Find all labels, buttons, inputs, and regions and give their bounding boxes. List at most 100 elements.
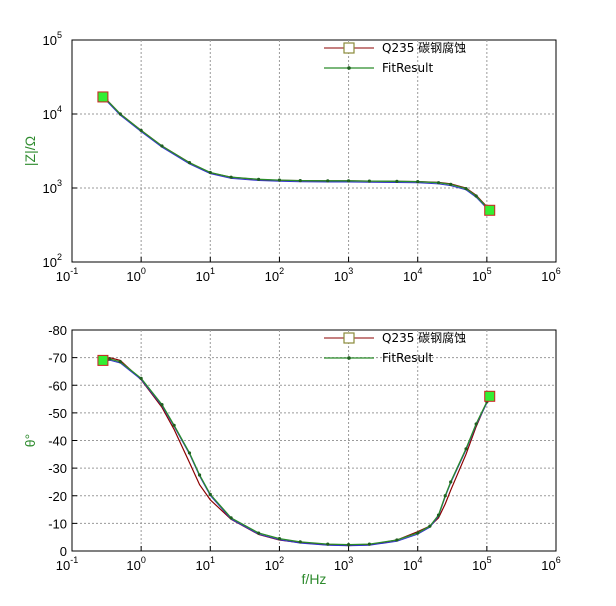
x-tick-exponent: 0 [141,266,146,276]
plot-area [71,39,557,263]
y-tick-label: -10 [48,516,67,531]
fit-data-point [229,516,233,520]
y-tick-base: 10 [43,107,57,122]
fit-data-point [449,182,453,186]
x-tick-label: 100 [126,266,145,284]
x-tick-base: 10 [403,558,417,573]
x-tick-exponent: 5 [487,266,492,276]
x-tick-label: 105 [472,266,491,284]
x-tick-label: 102 [265,266,284,284]
legend-measured-marker [343,332,355,344]
fit-data-point [367,542,371,546]
x-tick-label: 100 [126,555,145,573]
legend-measured-label: Q235 碳钢腐蚀 [382,40,466,55]
fit-data-point [346,543,351,547]
y-tick-label: 102 [43,252,62,270]
x-tick-base: 10 [403,269,417,284]
x-tick-base: 10 [472,269,486,284]
measured-endpoint-marker [97,354,109,366]
x-tick-label: 10-1 [56,266,78,284]
x-tick-base: 10 [126,558,140,573]
x-tick-exponent: 3 [348,555,353,565]
y-tick-label: 103 [43,178,62,196]
x-tick-label: 106 [541,266,560,284]
x-tick-exponent: 5 [487,555,492,565]
fit-data-point [118,112,122,116]
measured-endpoint-marker [97,91,109,103]
x-tick-label: 106 [541,555,560,573]
fit-data-point [416,531,420,535]
x-tick-label: 103 [334,555,353,573]
x-tick-base: 10 [541,558,555,573]
x-tick-base: 10 [265,269,279,284]
fit-data-point [277,178,282,182]
x-tick-label: 103 [334,266,353,284]
y-tick-label: -50 [48,406,67,421]
x-tick-exponent: 2 [279,555,284,565]
x-tick-label: 102 [265,555,284,573]
impedance-magnitude-panel: 10-1 100 101 102 103 104 105 106102103104105|Z|… [22,30,561,284]
y-tick-base: 10 [43,255,57,270]
fit-data-point [474,194,478,198]
x-tick-base: 10 [334,269,348,284]
x-tick-exponent: 2 [279,266,284,276]
fit-data-point [229,175,233,179]
fit-series-line [102,96,491,211]
fit-data-point [449,480,453,484]
x-tick-exponent: 6 [556,555,561,565]
x-tick-exponent: 3 [348,266,353,276]
fit-data-point [108,357,112,361]
fit-data-point [367,179,371,183]
x-tick-exponent: -1 [70,266,78,276]
x-tick-label: 104 [403,266,422,284]
fit-data-point [416,180,420,184]
y-tick-base: 10 [43,33,57,48]
phase-angle-panel: 10-1 100 101 102 103 104 105 1060-10-20-30-40-5… [22,323,561,587]
y-tick-label: 0 [60,544,67,559]
x-tick-base: 10 [265,558,279,573]
x-tick-label: 104 [403,555,422,573]
fit-data-point [298,540,302,544]
fit-data-point [208,492,212,496]
fit-data-point [464,187,468,191]
fit-data-point [395,538,399,542]
y-tick-label: -80 [48,323,67,338]
fit-data-point [277,536,282,541]
fit-data-point [118,360,122,364]
fit-data-point [326,542,330,546]
x-tick-label: 105 [472,555,491,573]
y-tick-label: -70 [48,351,67,366]
fit-data-point [139,376,143,380]
y-tick-exponent: 3 [57,178,62,188]
fit-data-point [474,422,478,426]
x-tick-base: 10 [196,269,210,284]
x-tick-label: 101 [196,555,215,573]
legend-fit-label: FitResult [382,351,433,365]
fit-data-point [298,178,302,183]
fit-data-point [464,447,468,451]
x-axis-title: f/Hz [302,571,327,587]
legend-fit-label: FitResult [382,61,433,75]
x-tick-label: 10-1 [56,555,78,573]
fit-data-point [187,451,192,455]
y-tick-label: -20 [48,489,67,504]
y-tick-exponent: 2 [57,252,62,262]
fit-data-point [346,179,351,183]
fit-data-point [443,494,447,498]
legend-measured-label: Q235 碳钢腐蚀 [382,330,466,345]
y-tick-exponent: 5 [57,30,62,40]
x-tick-exponent: 0 [141,555,146,565]
fit-data-point [326,179,330,183]
fit-data-point [160,402,164,407]
y-axis-title: θ° [22,434,38,447]
y-tick-label: -40 [48,434,67,449]
fit-data-point [436,181,441,185]
fit-data-point [197,473,202,477]
y-tick-label: -60 [48,378,67,393]
x-tick-base: 10 [334,558,348,573]
legend-fit-marker [347,66,351,70]
measured-endpoint-marker [484,204,496,216]
fit-data-point [208,170,212,175]
measured-endpoint-marker [484,390,496,402]
